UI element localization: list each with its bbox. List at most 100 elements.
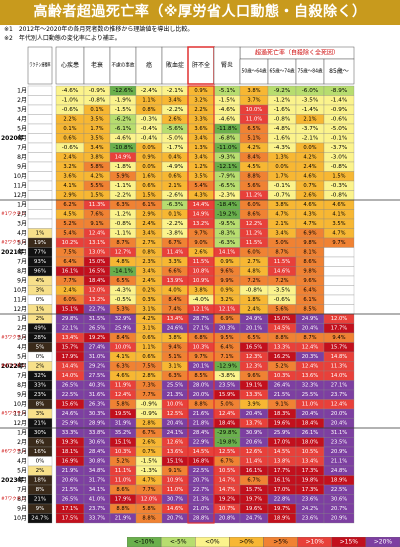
column-header-cell — [239, 58, 269, 85]
cell-value: 6.3% — [168, 373, 181, 379]
cell-value: 3.6% — [194, 126, 207, 132]
cell-value: 21.5% — [62, 487, 79, 493]
cell-value: -11.0% — [217, 145, 237, 151]
cell-value: 13.1% — [89, 240, 106, 246]
cell-value: 3.1% — [142, 325, 155, 331]
cell-value: 4.5% — [247, 164, 260, 170]
cell-value: 14.5% — [274, 325, 291, 331]
cell-value: -6.8% — [219, 135, 236, 141]
row-month-label: 9月 — [17, 505, 27, 512]
cell-value: -0.7% — [274, 192, 291, 198]
row-month-label: 5月 — [17, 353, 27, 360]
cell-value: 16.5% — [89, 268, 106, 274]
column-header: 癌 — [146, 61, 152, 69]
column-header-cell — [109, 46, 137, 85]
cell-value: 35.2% — [115, 430, 132, 436]
cell-value: 6.1% — [142, 202, 155, 208]
cell-value: 5.8% — [142, 506, 155, 512]
cell-value: 13.4% — [62, 335, 79, 341]
cell-value: 9.7% — [194, 230, 207, 236]
cell-value: 20.1% — [193, 363, 210, 369]
cell-value: 2.2% — [63, 116, 76, 122]
cell-value: 5.4% — [194, 183, 207, 189]
cell-value: 0.7% — [303, 183, 316, 189]
cell-value: 11.5% — [274, 259, 291, 265]
cell-value: 2.9% — [63, 192, 76, 198]
dose-mark: #5ワクチン — [1, 410, 26, 416]
cell-value: 14.6% — [274, 268, 291, 274]
cell-value: 1.3% — [275, 154, 288, 160]
row-month-label: 11月 — [13, 410, 27, 417]
cell-value: 15.1% — [167, 458, 184, 464]
cell-value: 8.8% — [275, 335, 288, 341]
cell-value: 6.7% — [247, 477, 260, 483]
cell-value: -19.2% — [217, 211, 237, 217]
cell-value: 17.7% — [274, 468, 291, 474]
cell-value: 5.3% — [116, 306, 129, 312]
footnote-2: ※2 年代別人口動態の変化率により補正。 — [4, 35, 121, 42]
cell-value: 30.7% — [167, 496, 184, 502]
cell-value: 0.9% — [194, 88, 207, 94]
cell-value: 10.0% — [115, 344, 132, 350]
cell-value: 11.5% — [246, 240, 263, 246]
cell-value: 16.1% — [274, 477, 291, 483]
cell-value: -1.8% — [115, 164, 132, 170]
cell-value: -0.8% — [89, 97, 106, 103]
cell-value: -7.9% — [219, 173, 236, 179]
cell-value: 17.0% — [274, 439, 291, 445]
cell-value: 3.5% — [90, 135, 103, 141]
cell-value: 13.7% — [246, 420, 263, 426]
cell-value: 0.6% — [168, 173, 181, 179]
cell-value: 5.1% — [168, 354, 181, 360]
cell-value: 18.3% — [274, 411, 291, 417]
cell-value: 10.3% — [274, 373, 291, 379]
cell-value: 11.1% — [115, 468, 132, 474]
cell-value: 19.7% — [246, 496, 263, 502]
cell-value: -2.3% — [219, 192, 236, 198]
cell-value: -3.5% — [302, 97, 319, 103]
cell-value: 4.6% — [303, 173, 316, 179]
cell-value: 22.7% — [89, 306, 106, 312]
vax-value: 19% — [34, 240, 46, 246]
cell-value: -9.2% — [274, 88, 291, 94]
cell-value: 6.6% — [168, 268, 181, 274]
column-header: 不慮の事故 — [112, 62, 135, 69]
row-month-label: 9月 — [17, 391, 27, 398]
cell-value: 0.7% — [142, 449, 155, 455]
cell-value: 19.6% — [274, 420, 291, 426]
year-label: 2021年 — [1, 248, 24, 256]
cell-value: 6.7% — [220, 458, 233, 464]
cell-value: 4.7% — [303, 221, 316, 227]
cell-value: 2.4% — [63, 154, 76, 160]
cell-value: -2.1% — [302, 135, 319, 141]
vax-value: 96% — [34, 268, 46, 274]
cell-value: -3.8% — [219, 373, 236, 379]
cell-value: 5.0% — [220, 401, 233, 407]
row-month-label: 8月 — [17, 382, 27, 389]
cell-value: 20.7% — [167, 515, 184, 521]
cell-value: 20.7% — [331, 506, 348, 512]
cell-value: 22.5% — [193, 468, 210, 474]
vax-value: 21% — [34, 496, 46, 502]
vax-value: 9% — [36, 506, 45, 512]
table-cell — [323, 275, 355, 286]
column-header-cell — [323, 58, 355, 85]
cell-value: 5.2% — [116, 458, 129, 464]
cell-value: 24.9% — [302, 316, 319, 322]
cell-value: 12.6% — [167, 439, 184, 445]
cell-value: 24.6% — [167, 325, 184, 331]
cell-value: -1.4% — [331, 97, 348, 103]
cell-value: 17.9% — [115, 496, 132, 502]
cell-value: 10.9% — [167, 477, 184, 483]
vax-cell — [27, 123, 53, 134]
cell-value: 9.1% — [90, 221, 103, 227]
cell-value: 1.6% — [142, 173, 155, 179]
cell-value: 20.3% — [219, 325, 236, 331]
cell-value: 6.8% — [194, 335, 207, 341]
vax-cell — [27, 142, 53, 153]
cell-value: 4.6% — [303, 202, 316, 208]
cell-value: 5.2% — [63, 221, 76, 227]
cell-value: 8.4% — [168, 297, 181, 303]
cell-value: 3.3% — [194, 116, 207, 122]
cell-value: 4.1% — [63, 183, 76, 189]
